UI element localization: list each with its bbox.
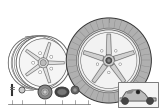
Ellipse shape: [55, 87, 69, 97]
Polygon shape: [83, 51, 104, 61]
Circle shape: [43, 90, 47, 94]
Circle shape: [39, 71, 42, 74]
Circle shape: [50, 67, 53, 70]
Polygon shape: [25, 49, 40, 61]
Circle shape: [96, 63, 99, 65]
Polygon shape: [43, 67, 51, 83]
Circle shape: [76, 28, 141, 93]
Circle shape: [106, 57, 112, 64]
Circle shape: [78, 30, 140, 91]
Circle shape: [66, 18, 151, 103]
Circle shape: [100, 50, 103, 52]
Circle shape: [136, 90, 140, 94]
Circle shape: [108, 71, 110, 74]
Circle shape: [115, 50, 117, 52]
Polygon shape: [43, 42, 51, 59]
Circle shape: [81, 32, 137, 89]
Polygon shape: [114, 51, 134, 61]
Polygon shape: [127, 91, 133, 93]
Polygon shape: [92, 64, 107, 83]
Polygon shape: [106, 34, 111, 55]
Circle shape: [50, 55, 53, 58]
Circle shape: [73, 88, 77, 92]
Circle shape: [40, 60, 46, 66]
Circle shape: [103, 55, 114, 66]
Circle shape: [19, 87, 25, 93]
Circle shape: [41, 88, 49, 96]
Circle shape: [121, 98, 128, 104]
Polygon shape: [120, 90, 156, 101]
Polygon shape: [48, 61, 64, 65]
Circle shape: [32, 61, 35, 64]
Circle shape: [38, 85, 52, 99]
Circle shape: [147, 98, 153, 104]
Circle shape: [107, 59, 111, 62]
FancyBboxPatch shape: [118, 82, 158, 107]
Circle shape: [119, 63, 121, 65]
Polygon shape: [25, 64, 40, 76]
Circle shape: [38, 58, 48, 68]
Polygon shape: [110, 64, 126, 83]
Circle shape: [19, 39, 67, 87]
Ellipse shape: [57, 89, 67, 95]
Circle shape: [39, 52, 42, 55]
Circle shape: [71, 86, 79, 94]
